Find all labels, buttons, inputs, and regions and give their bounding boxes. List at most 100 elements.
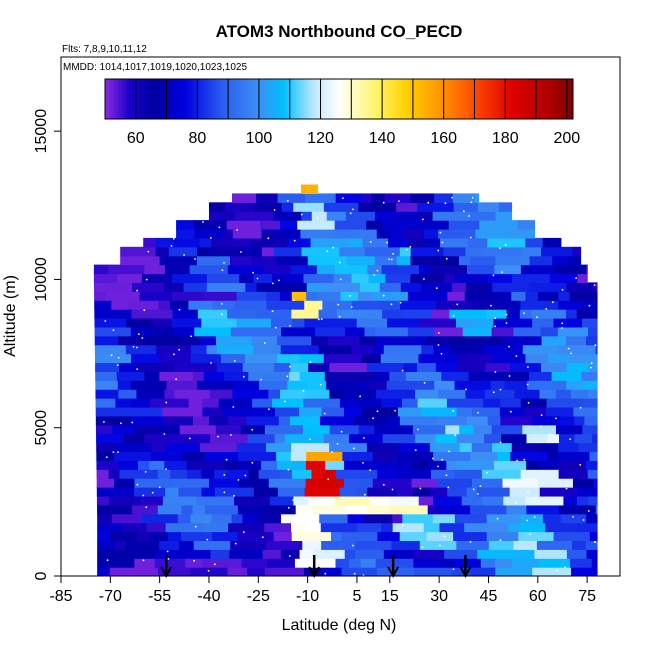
heatmap-cell — [185, 406, 203, 417]
heatmap-cell — [513, 540, 538, 550]
heatmap-cell — [204, 451, 239, 461]
heatmap-cell — [341, 567, 378, 576]
heatmap-cell — [374, 326, 409, 337]
heatmap-cell — [472, 317, 495, 328]
heatmap-cell — [468, 237, 488, 248]
sample-dot — [251, 461, 254, 464]
sample-dot — [390, 258, 393, 261]
sample-dot — [441, 241, 444, 244]
heatmap-cell — [260, 371, 290, 381]
heatmap-cell — [329, 389, 344, 399]
heatmap-cell — [471, 442, 493, 453]
heatmap-cell — [392, 513, 403, 524]
sample-dot — [141, 337, 144, 339]
heatmap-cell — [312, 504, 346, 515]
x-axis-label: Latitude (deg N) — [282, 617, 397, 634]
heatmap-cell — [511, 558, 540, 568]
heatmap-cell — [389, 495, 420, 506]
heatmap-cell — [364, 309, 383, 319]
heatmap-cell — [323, 202, 359, 212]
heatmap-cell — [433, 451, 471, 461]
y-tick-label: 0 — [33, 571, 50, 580]
heatmap-cell — [299, 353, 325, 364]
heatmap-cell — [359, 282, 381, 292]
heatmap-cell — [570, 353, 598, 364]
sample-dot — [218, 226, 221, 229]
heatmap-cell — [555, 389, 572, 399]
heatmap-cell — [279, 291, 293, 301]
heatmap-cell — [345, 211, 376, 221]
heatmap-cell — [302, 540, 322, 550]
sample-dot — [392, 253, 394, 255]
heatmap-cell — [429, 442, 461, 453]
heatmap-cell — [277, 193, 306, 203]
sample-dot — [494, 371, 497, 373]
heatmap-cell — [485, 362, 511, 372]
heatmap-cell — [220, 353, 246, 364]
heatmap-cell — [367, 487, 398, 497]
sample-dot — [486, 471, 489, 474]
sample-dot — [323, 412, 326, 415]
heatmap-cell — [522, 424, 557, 435]
heatmap-cell — [344, 504, 368, 515]
heatmap-cell — [162, 495, 198, 506]
heatmap-cell — [252, 398, 273, 408]
heatmap-cell — [172, 309, 199, 319]
heatmap-cell — [93, 264, 110, 275]
heatmap-cell — [397, 487, 414, 497]
heatmap-cell — [227, 309, 257, 319]
heatmap-cell — [566, 549, 588, 559]
heatmap-cell — [142, 513, 179, 524]
sample-dot — [175, 378, 178, 381]
heatmap-cell — [97, 531, 110, 542]
heatmap-cell — [149, 460, 165, 470]
heatmap-cell — [237, 531, 275, 542]
sample-dot — [359, 395, 361, 398]
sample-dot — [508, 375, 511, 377]
heatmap-cell — [128, 406, 163, 417]
heatmap-cell — [202, 558, 243, 568]
sample-dot — [278, 279, 280, 282]
heatmap-cell — [399, 415, 438, 426]
heatmap-cell — [162, 406, 187, 417]
heatmap-cell — [120, 246, 157, 257]
heatmap-cell — [259, 513, 282, 524]
heatmap-cell — [204, 504, 239, 515]
sample-dot — [494, 325, 496, 328]
heatmap-cell — [94, 300, 112, 310]
heatmap-cell — [492, 442, 513, 453]
heatmap-cell — [236, 442, 267, 453]
sample-dot — [376, 269, 379, 272]
heatmap-cell — [415, 389, 439, 399]
heatmap-cell — [437, 229, 477, 239]
heatmap-cell — [229, 549, 264, 559]
heatmap-cell — [271, 282, 308, 292]
heatmap-cell — [295, 504, 314, 515]
heatmap-cell — [323, 567, 343, 576]
sample-dot — [178, 348, 181, 351]
heatmap-cell — [301, 184, 319, 195]
heatmap-cell — [307, 255, 348, 266]
sample-dot — [510, 410, 512, 413]
sample-dot — [435, 287, 438, 290]
sample-dot — [505, 322, 508, 324]
heatmap-cell — [448, 335, 471, 346]
heatmap-cell — [456, 460, 495, 470]
heatmap-cell — [407, 326, 435, 337]
heatmap-cell — [123, 433, 146, 444]
heatmap-cell — [333, 273, 353, 283]
heatmap-cell — [421, 406, 458, 417]
heatmap-cell — [362, 353, 382, 364]
heatmap-cell — [323, 433, 350, 444]
heatmap-cell — [251, 326, 282, 337]
heatmap-cell — [551, 371, 582, 381]
heatmap-cell — [272, 398, 304, 408]
heatmap-cell — [351, 300, 379, 310]
sample-dot — [441, 458, 444, 461]
heatmap-cell — [177, 513, 192, 524]
heatmap-cell — [465, 246, 484, 257]
heatmap-cell — [268, 478, 307, 488]
heatmap-cell — [264, 522, 292, 533]
heatmap-cell — [173, 237, 201, 248]
heatmap-cell — [457, 353, 469, 364]
